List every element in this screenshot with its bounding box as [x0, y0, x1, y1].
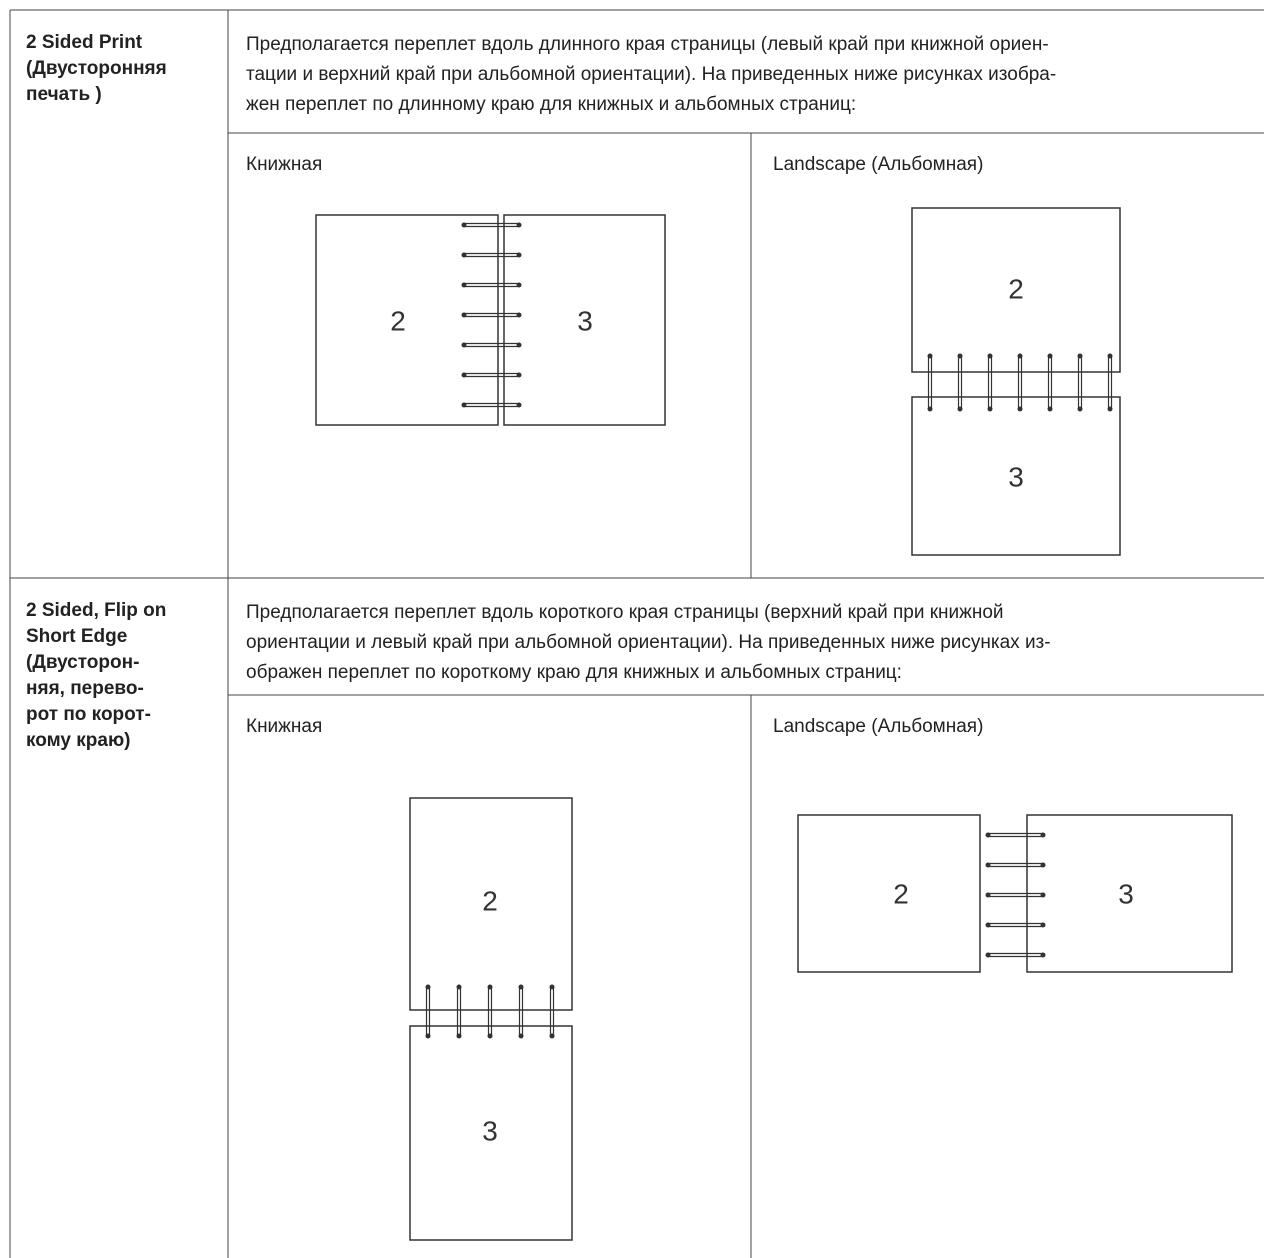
ring-end	[487, 984, 493, 990]
ring-end	[1040, 892, 1046, 898]
ring-end	[516, 222, 522, 228]
description: ображен переплет по короткому краю для к…	[246, 662, 902, 683]
ring-end	[985, 952, 991, 958]
ring-end	[957, 406, 963, 412]
ring-end	[461, 312, 467, 318]
ring-end	[425, 1033, 431, 1039]
row-label: 2 Sided Print	[26, 32, 143, 53]
page	[409, 1025, 573, 1241]
ring-end	[1047, 406, 1053, 412]
ring-end	[1107, 406, 1113, 412]
description: тации и верхний край при альбомной ориен…	[246, 64, 1057, 85]
borders	[9, 9, 1264, 1258]
page-number: 3	[577, 305, 593, 336]
ring-end	[1047, 353, 1053, 359]
ring-end	[1077, 406, 1083, 412]
row-label: (Двусторон-	[26, 652, 140, 673]
page-number: 2	[893, 878, 909, 909]
description: жен переплет по длинному краю для книжны…	[246, 94, 857, 115]
row-label: печать )	[26, 84, 102, 105]
caption: Landscape (Альбомная)	[773, 716, 984, 737]
ring-end	[425, 984, 431, 990]
ring-end	[516, 402, 522, 408]
ring-end	[927, 353, 933, 359]
ring-end	[1017, 406, 1023, 412]
page	[911, 396, 1121, 556]
ring-end	[518, 1033, 524, 1039]
ring-end	[461, 252, 467, 258]
page-number: 2	[390, 305, 406, 336]
ring-end	[516, 312, 522, 318]
page-number: 3	[1008, 461, 1024, 492]
ring-end	[518, 984, 524, 990]
page-number: 3	[1118, 878, 1134, 909]
ring-end	[516, 282, 522, 288]
ring-end	[516, 342, 522, 348]
description: Предполагается переплет вдоль длинного к…	[246, 34, 1049, 55]
ring-end	[957, 353, 963, 359]
ring-end	[461, 342, 467, 348]
caption: Книжная	[246, 716, 323, 737]
page	[797, 814, 981, 973]
page	[911, 207, 1121, 373]
page	[315, 214, 499, 426]
caption: Landscape (Альбомная)	[773, 154, 984, 175]
ring-end	[461, 222, 467, 228]
caption: Книжная	[246, 154, 323, 175]
ring-end	[927, 406, 933, 412]
ring-end	[1040, 922, 1046, 928]
ring-end	[461, 282, 467, 288]
description: Предполагается переплет вдоль короткого …	[246, 602, 1004, 623]
row-label: 2 Sided, Flip on	[26, 600, 167, 621]
ring-end	[987, 353, 993, 359]
row-label: няя, перево-	[26, 678, 144, 699]
ring-end	[1040, 862, 1046, 868]
ring-end	[461, 372, 467, 378]
page	[503, 214, 666, 426]
row-label: Short Edge	[26, 626, 128, 647]
row-label: кому краю)	[26, 730, 131, 751]
ring-end	[487, 1033, 493, 1039]
page	[1026, 814, 1233, 973]
ring-end	[549, 984, 555, 990]
ring-end	[461, 402, 467, 408]
description: ориентации и левый край при альбомной ор…	[246, 632, 1051, 653]
ring-end	[516, 372, 522, 378]
page-number: 2	[482, 885, 498, 916]
ring-end	[549, 1033, 555, 1039]
page	[409, 797, 573, 1011]
page-number: 2	[1008, 273, 1024, 304]
ring-end	[985, 832, 991, 838]
ring-end	[456, 984, 462, 990]
ring-end	[985, 892, 991, 898]
ring-end	[985, 862, 991, 868]
ring-end	[1017, 353, 1023, 359]
row-label: рот по корот-	[26, 704, 151, 725]
page-number: 3	[482, 1115, 498, 1146]
ring-end	[456, 1033, 462, 1039]
ring-end	[1107, 353, 1113, 359]
ring-end	[516, 252, 522, 258]
ring-end	[1040, 952, 1046, 958]
ring-end	[1077, 353, 1083, 359]
ring-end	[1040, 832, 1046, 838]
ring-end	[985, 922, 991, 928]
ring-end	[987, 406, 993, 412]
row-label: (Двусторонняя	[26, 58, 167, 79]
